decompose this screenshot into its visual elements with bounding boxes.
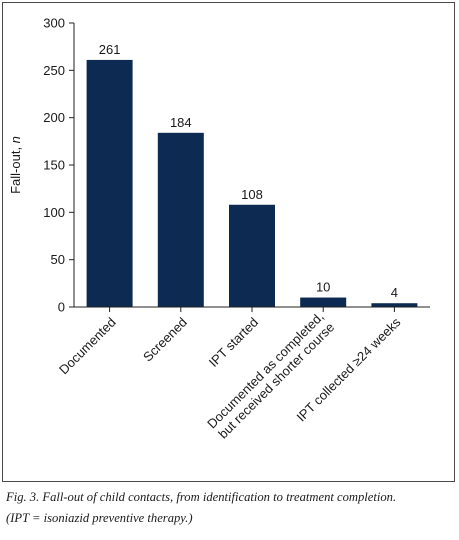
data-label: 261	[99, 42, 121, 57]
bar	[86, 59, 133, 307]
caption-line-1: Fig. 3. Fall-out of child contacts, from…	[6, 490, 397, 504]
y-axis: 0 50 100 150 200 250 300	[43, 16, 75, 315]
y-axis-label: Fall-out, n	[8, 136, 23, 194]
x-axis: Documented Screened IPT startedDocumented …	[56, 306, 430, 442]
figure-frame	[2, 2, 455, 482]
data-labels: 261 184 108 10 4	[99, 42, 398, 300]
bar	[229, 204, 275, 307]
x-tick-label: Documented	[56, 315, 119, 378]
bars	[86, 59, 418, 307]
y-tick-label: 200	[43, 110, 65, 125]
y-tick-label: 300	[43, 16, 65, 31]
bar	[371, 303, 418, 307]
x-tick-label: Documented as completed,but received sho…	[204, 309, 337, 442]
data-label: 184	[170, 115, 192, 130]
bar	[300, 297, 347, 307]
y-tick-label: 0	[58, 300, 65, 315]
y-tick-label: 50	[51, 252, 65, 267]
y-tick-label: 100	[43, 205, 65, 220]
y-tick-label: 150	[43, 158, 65, 173]
caption-line-2: (IPT = isoniazid preventive therapy.)	[6, 511, 193, 525]
bar-chart: 0 50 100 150 200 250 300 261 184 108 10 4 Document…	[8, 16, 430, 442]
data-label: 4	[391, 285, 398, 300]
bar	[157, 132, 204, 307]
data-label: 10	[316, 280, 330, 295]
x-tick-label: Screened	[140, 315, 190, 365]
y-tick-label: 250	[43, 63, 65, 78]
figure-caption: Fig. 3. Fall-out of child contacts, from…	[6, 487, 456, 529]
x-tick-label: IPT started	[206, 315, 261, 370]
data-label: 108	[241, 187, 263, 202]
